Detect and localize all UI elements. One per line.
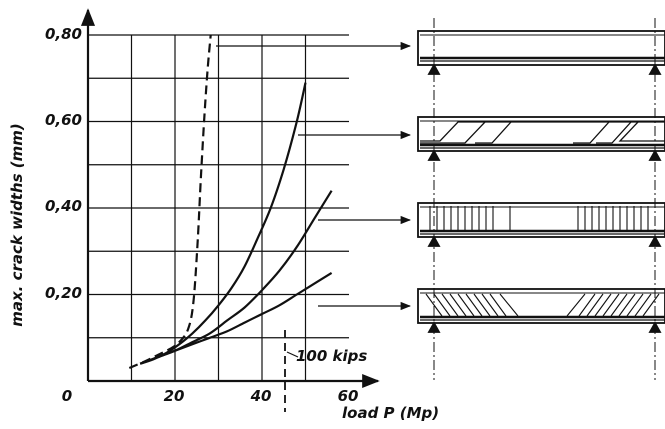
y-tick-label-0.40: 0,40 — [45, 197, 82, 215]
stirrup — [618, 293, 636, 317]
series-line-2 — [139, 82, 307, 365]
stirrup — [465, 293, 483, 317]
support-axis-lines — [433, 18, 656, 380]
support-left — [427, 63, 441, 75]
beam-diagram-3 — [417, 202, 665, 247]
x-tick-label-0: 0 — [62, 387, 72, 405]
chart-grid — [88, 34, 349, 381]
annotation-leader — [286, 351, 299, 358]
series-line-4 — [139, 271, 333, 365]
stirrup — [457, 293, 475, 317]
x-tick-label-20: 20 — [164, 387, 185, 405]
stirrup — [473, 293, 491, 317]
stirrup — [566, 293, 586, 317]
annotation-label: 100 kips — [296, 347, 367, 365]
beam-diagram-1 — [417, 30, 665, 75]
stirrup — [499, 293, 519, 317]
y-tick-label-0.80: 0,80 — [45, 25, 82, 43]
tick-labels: 0 20 40 60 0,20 0,40 0,60 0,80 — [45, 25, 358, 405]
series-line-1 — [128, 34, 212, 370]
y-axis-title: max. crack widths (mm) — [8, 123, 26, 327]
data-series — [128, 34, 333, 370]
y-tick-label-0.60: 0,60 — [45, 111, 82, 129]
stirrup — [634, 293, 652, 317]
bent-up-bar — [618, 121, 665, 142]
y-tick-label-0.20: 0,20 — [45, 284, 82, 302]
support-right — [648, 63, 662, 75]
stirrup — [449, 293, 467, 317]
beam-diagram-4 — [417, 288, 665, 333]
stirrups-right — [577, 206, 649, 232]
beam-diagram-2 — [417, 116, 665, 161]
x-tick-label-60: 60 — [338, 387, 359, 405]
stirrup — [610, 293, 628, 317]
stirrup — [489, 293, 507, 317]
bent-up-bar — [420, 121, 665, 142]
support-left — [427, 149, 441, 161]
stirrup — [586, 293, 604, 317]
connector-arrows — [216, 41, 412, 311]
support-left — [427, 235, 441, 247]
stirrup — [481, 293, 499, 317]
beam-outline — [417, 116, 665, 152]
stirrup — [594, 293, 612, 317]
support-left — [427, 321, 441, 333]
bent-up-bar — [420, 121, 486, 144]
stirrup — [626, 293, 644, 317]
bent-up-bar — [475, 121, 512, 144]
support-right — [648, 321, 662, 333]
stirrup — [425, 293, 443, 317]
x-tick-label-40: 40 — [250, 387, 272, 405]
bent-up-bar — [596, 121, 632, 144]
stirrup — [642, 293, 660, 317]
beam-outline — [417, 288, 665, 324]
stirrup — [602, 293, 620, 317]
support-right — [648, 235, 662, 247]
stirrup — [441, 293, 459, 317]
inclined-stirrups-right — [566, 293, 660, 317]
bent-up-bar — [573, 121, 610, 144]
stirrup — [433, 293, 451, 317]
beam-outline — [417, 30, 665, 66]
beam-outline — [417, 202, 665, 238]
stirrup — [578, 293, 596, 317]
inclined-stirrups-left — [425, 293, 519, 317]
support-right — [648, 149, 662, 161]
stirrups-left — [429, 206, 511, 232]
x-axis-title: load P (Mp) — [342, 404, 439, 422]
